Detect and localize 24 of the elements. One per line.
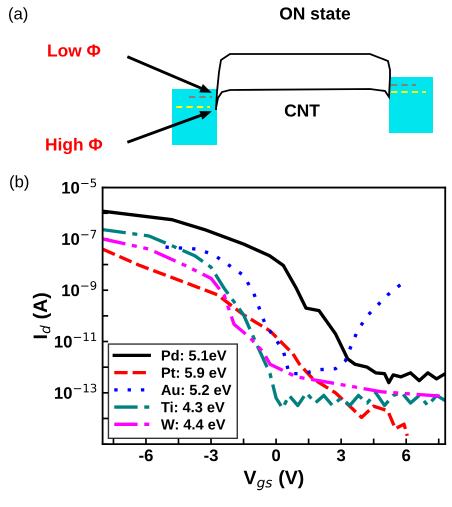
text: ON state (280, 7, 350, 20)
text: CNT (284, 104, 320, 117)
y-tick-label: 10$^{−11}$ (54, 332, 96, 348)
text: (a) (9, 7, 28, 23)
legend-label: Pt: 5.9 eV (162, 368, 226, 378)
text: High Φ (46, 138, 102, 154)
x-axis-title: V$_{gs}$ (V) (244, 470, 304, 490)
chart-title: (b) (10, 175, 28, 191)
line-series (102, 247, 409, 438)
y-axis-title: I$_{d}$ (A) (32, 293, 51, 338)
x-tick-label: 3 (336, 449, 346, 462)
x-tick-label: -6 (139, 449, 153, 462)
x-tick-label: 0 (272, 449, 280, 462)
legend-label: W: 4.4 eV (160, 419, 226, 430)
y-tick-label: 10$^{−9}$ (62, 281, 96, 296)
legend-label: Pd: 5.1eV (162, 350, 226, 361)
y-tick-label: 10$^{−7}$ (62, 230, 96, 245)
y-tick-label: 10$^{−13}$ (54, 384, 96, 399)
y-tick-label: 10$^{−5}$ (62, 178, 96, 194)
x-tick-label: -3 (204, 449, 218, 462)
text: Low Φ (48, 44, 100, 57)
legend-label: Au: 5.2 eV (161, 384, 232, 396)
x-tick-label: 6 (402, 449, 410, 462)
legend-label: Ti: 4.3 eV (161, 402, 225, 412)
